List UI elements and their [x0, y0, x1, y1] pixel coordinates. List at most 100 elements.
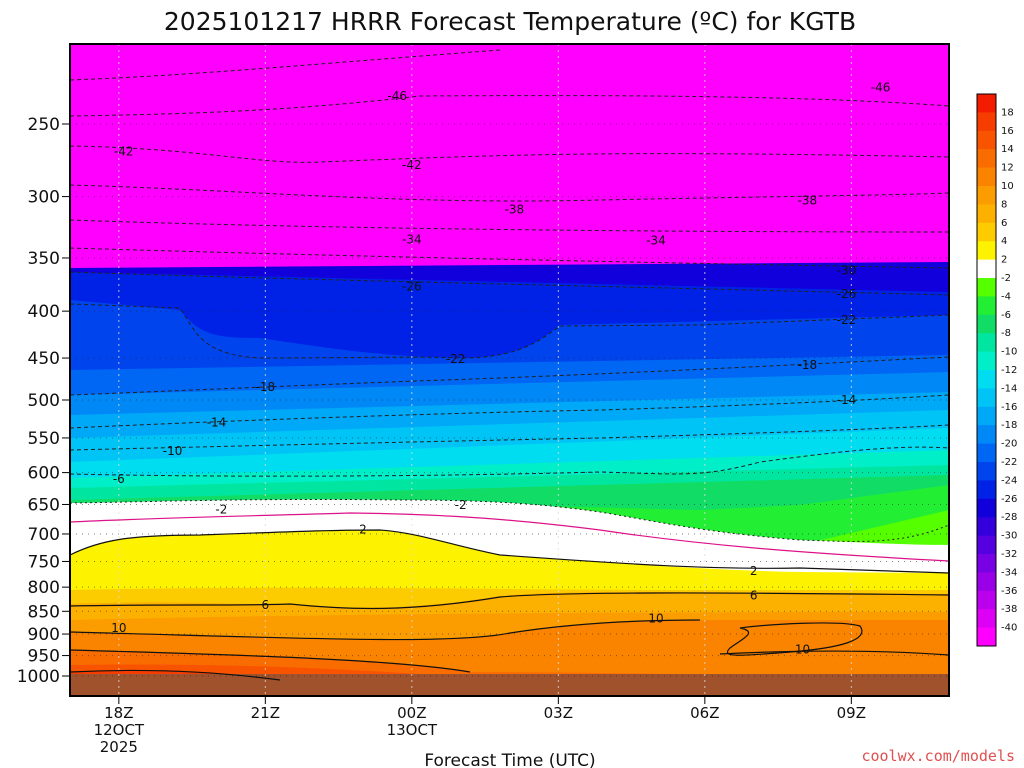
- y-tick-label: 750: [28, 552, 60, 572]
- colorbar-label: -40: [1001, 623, 1017, 634]
- y-axis: 250 300 350 400 450 500 550 600 650 700 750 800 850 9…: [17, 115, 70, 687]
- contour-label: -42: [114, 145, 134, 159]
- contour-line-minus6: [70, 446, 949, 477]
- colorbar-label: -16: [1001, 402, 1017, 413]
- contour-label: 2: [750, 564, 758, 578]
- colorbar-label: -6: [1001, 310, 1011, 321]
- contour-label: -34: [402, 232, 422, 246]
- y-tick-label: 450: [28, 349, 60, 369]
- colorbar-label: -12: [1001, 365, 1017, 376]
- colorbar-label: 14: [1001, 144, 1014, 155]
- contour-line-minus10: [70, 424, 949, 451]
- colorbar-swatch: [977, 609, 996, 629]
- contour-line-minus34: [70, 219, 949, 233]
- plot-frame: [69, 43, 950, 697]
- contour-line-2: [70, 529, 949, 574]
- contour-line-minus2: [70, 498, 949, 542]
- x-tick-label: 00Z: [397, 704, 426, 722]
- colorbar-label: -8: [1001, 328, 1011, 339]
- x-tick-date: 12OCT: [94, 721, 145, 739]
- contour-line-minus18: [70, 356, 949, 396]
- y-tick-label: 650: [28, 495, 60, 515]
- contour-label: -22: [446, 352, 466, 366]
- y-tick-label: 800: [28, 578, 60, 598]
- y-tick-label: 350: [28, 249, 60, 269]
- colorbar-label: -18: [1001, 420, 1017, 431]
- y-tick-label: 1000: [17, 667, 60, 687]
- y-tick-label: 950: [28, 647, 60, 667]
- contour-lines: [70, 49, 949, 681]
- gridlines: [70, 44, 949, 696]
- colorbar-swatch: [977, 535, 996, 555]
- y-tick-label: 500: [28, 391, 60, 411]
- contour-label: -34: [646, 234, 666, 248]
- colorbar-swatch: [977, 314, 996, 334]
- contour-line-minus50: [70, 49, 501, 81]
- x-tick-label: 18Z: [104, 704, 133, 722]
- contour-label: -26: [402, 280, 422, 294]
- colorbar-label: -20: [1001, 439, 1017, 450]
- contour-line-10-lower: [719, 650, 949, 656]
- contour-line-minus26: [70, 271, 949, 296]
- colorbar-label: -22: [1001, 457, 1017, 468]
- colorbar-swatch: [977, 498, 996, 518]
- colorbar-swatch: [977, 554, 996, 573]
- colorbar-swatch: [977, 627, 996, 647]
- x-axis-label: Forecast Time (UTC): [424, 751, 595, 768]
- colorbar-swatch: [977, 186, 996, 205]
- colorbar-swatch: [977, 296, 996, 316]
- contour-label: -46: [871, 80, 891, 94]
- x-tick-year: 2025: [100, 738, 138, 756]
- contour-label: -2: [455, 498, 467, 512]
- colorbar-swatch: [977, 130, 996, 150]
- colorbar-swatch: [977, 149, 996, 169]
- contour-line-minus38: [70, 184, 949, 202]
- contour-line-minus42: [70, 145, 949, 163]
- colorbar-frame: [976, 93, 997, 647]
- y-tick-label: 300: [28, 188, 60, 208]
- contour-label: -18: [798, 358, 818, 372]
- chart-title: 2025101217 HRRR Forecast Temperature (ºC…: [164, 7, 856, 36]
- colorbar-label: -34: [1001, 567, 1017, 578]
- colorbar-swatch: [977, 462, 996, 481]
- colorbar-label: -26: [1001, 494, 1017, 505]
- contour-line-18: [70, 669, 281, 681]
- x-tick-label: 03Z: [544, 704, 573, 722]
- colorbar-label: -24: [1001, 475, 1017, 486]
- colorbar-swatch: [977, 443, 996, 463]
- colorbar-label: -14: [1001, 383, 1017, 394]
- contour-label: 6: [750, 589, 758, 603]
- colorbar-label: 2: [1001, 255, 1007, 266]
- colorbar-label: 10: [1001, 181, 1014, 192]
- contour-label: 6: [262, 598, 270, 612]
- y-tick-label: 400: [28, 302, 60, 322]
- colorbar-swatch: [977, 204, 996, 224]
- colorbar-label: 4: [1001, 236, 1007, 247]
- contour-labels: -46-46-42-42-38-38-34 -34-30-26-26-22-22-…: [111, 80, 891, 656]
- colorbar-swatch: [977, 112, 996, 132]
- ground-below-surface: [70, 674, 949, 696]
- colorbar-label: -36: [1001, 586, 1017, 597]
- contour-label: -14: [837, 393, 857, 407]
- contour-line-14: [70, 649, 471, 673]
- colorbar-swatch: [977, 259, 996, 279]
- contour-label: -10: [163, 444, 183, 458]
- y-tick-label: 900: [28, 625, 60, 645]
- colorbar-label: -38: [1001, 604, 1017, 615]
- colorbar-swatch: [977, 517, 996, 537]
- colorbar: 18 16 14 12 10 8 6 4 2 -2 -4 -6 -8 -10 -12 -14 -16 -18 -20…: [976, 93, 1017, 647]
- contour-label: -46: [387, 89, 407, 103]
- colorbar-swatch: [977, 278, 996, 297]
- y-tick-label: 600: [28, 464, 60, 484]
- y-tick-label: 700: [28, 525, 60, 545]
- contour-line-minus14: [70, 394, 949, 429]
- contour-line-10: [70, 619, 701, 641]
- colorbar-label: 8: [1001, 199, 1007, 210]
- colorbar-label: 16: [1001, 126, 1014, 137]
- contour-line-minus22: [70, 303, 949, 359]
- colorbar-label: -4: [1001, 291, 1011, 302]
- x-tick-label: 06Z: [690, 704, 719, 722]
- colorbar-swatch: [977, 406, 996, 426]
